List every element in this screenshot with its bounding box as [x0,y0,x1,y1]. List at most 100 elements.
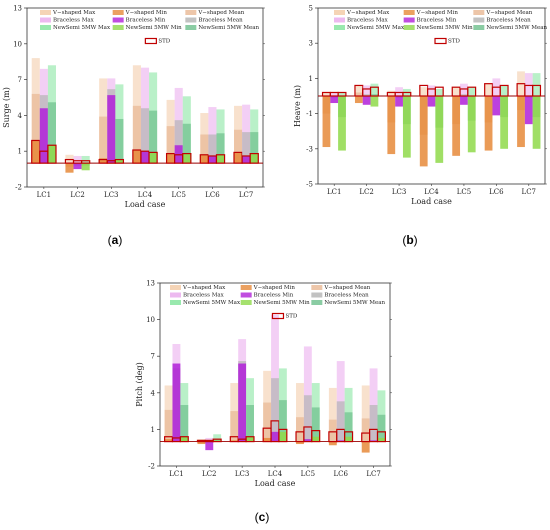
legend-swatch [185,10,197,15]
legend-item-bmean: Braceless Mean [185,17,243,24]
legend-label: NewSemi 5MW Max [183,300,241,306]
bar-nmin [149,152,158,164]
bar-nmean [47,102,56,164]
bar-bmin [238,363,247,442]
bar-vmin [200,154,209,164]
bar-vmax [354,85,363,96]
panel-label-letter: a [112,233,119,247]
legend-swatch [112,10,124,15]
legend-item-bmin: Braceless Min [240,292,294,299]
legend-label: Braceless Max [183,293,225,299]
category-LC7: LC7 [361,368,386,478]
category-LC1: LC1 [321,91,347,196]
legend-item-vmin: V−shaped Min [403,10,458,16]
legend-item-bmean: Braceless Mean [311,292,369,299]
legend-item-vmean: V−shaped Mean [185,10,245,16]
legend-item-vmax: V−shaped Max [334,10,390,16]
category-LC4: LC4 [262,314,288,478]
legend-swatch [403,10,415,15]
legend-item-nmin: NewSemi 5MW Min [403,25,473,31]
legend-label: Braceless Min [254,293,294,299]
bar-vmax [419,87,428,96]
bar-nmin [47,145,56,164]
y-tick-label: 1 [309,75,313,83]
bar-vmean [354,92,363,96]
category-LC4: LC4 [132,65,158,199]
bar-nmin [213,440,222,442]
bar-vmin [296,441,304,445]
bar-bmin [395,96,403,107]
y-tick-label: 4 [18,112,23,120]
bar-bmin [330,96,339,104]
legend-swatch [240,285,252,290]
legend-swatch [40,25,51,30]
legend-item-bmax: Braceless Max [40,17,95,24]
bar-std_n [245,436,255,443]
legend-label: NewSemi 5MW Mean [324,300,385,306]
legend-label: V−shaped Max [182,285,226,291]
panel-label-letter: b [406,233,413,247]
bar-bmean [369,405,378,442]
bar-std_n [499,84,509,97]
x-tick-label: LC5 [171,191,185,199]
bar-bmin [303,439,312,442]
category-LC5: LC5 [295,346,321,478]
bar-bmax [427,85,436,96]
y-tick-label: 7 [151,353,155,361]
bar-bmin [205,441,214,451]
bar-bmin [208,155,217,164]
y-tick-label: 1 [18,148,22,156]
legend-swatch [334,10,345,15]
bar-vmin [354,96,363,104]
panel-b: -5 -3 -1 1 3 5 Heave (m) LC1 LC2 LC3 LC4 LC5 LC6 LC7 L… [293,5,548,248]
bar-bmax [395,87,403,96]
bar-bmin [107,95,116,164]
bar-vmean [132,105,141,164]
y-tick-label: -5 [306,181,313,189]
legend-label-std: STD [158,39,170,45]
bar-vmin [263,437,272,442]
x-tick-label: LC3 [104,191,118,199]
bar-vmean [361,418,370,442]
legend-item-bmin: Braceless Min [403,17,457,24]
legend-swatch [334,17,345,23]
category-LC1: LC1 [164,344,189,478]
bar-nmax [81,155,90,164]
bar-std_n [212,438,222,443]
legend-label: NewSemi 5MW Max [347,25,405,31]
bar-std_n [369,86,379,97]
legend-item-nmin: NewSemi 5MW Min [112,25,182,31]
y-tick-label: -2 [15,184,22,192]
legend-label: Braceless Mean [324,293,369,299]
bar-std_n [344,431,354,443]
bar-bmax [303,346,312,442]
bar-nmean [149,110,158,164]
bar-std_n [434,86,444,97]
category-LC5: LC5 [451,83,477,196]
bar-vmean [31,93,40,164]
legend-item-vmax: V−shaped Max [170,285,226,291]
bar-vmin [322,96,331,148]
bar-vmax [361,385,370,442]
bar-bmax [205,437,214,442]
bar-nmin [115,159,124,164]
legend-swatch [240,292,252,298]
panel-label-open: ( [255,510,259,524]
legend-swatch [473,25,485,30]
bar-nmin [180,436,189,442]
legend-item-nmean: NewSemi 5MW Mean [185,25,260,31]
bar-vmean [263,402,272,442]
bar-bmax [524,73,533,96]
bar-std_n [402,91,412,97]
bar-vmean [234,129,243,164]
y-tick-label: 10 [13,40,22,48]
category-LC3: LC3 [229,339,255,478]
bar-nmin [216,154,225,164]
bar-nmin [402,96,411,158]
legend-label: Braceless Mean [198,18,243,24]
legend-label: Braceless Min [417,18,457,24]
bar-nmin [467,96,476,153]
legend-label: V−shaped Min [125,10,168,16]
bar-nmin [500,96,509,149]
legend-swatch [473,17,485,23]
